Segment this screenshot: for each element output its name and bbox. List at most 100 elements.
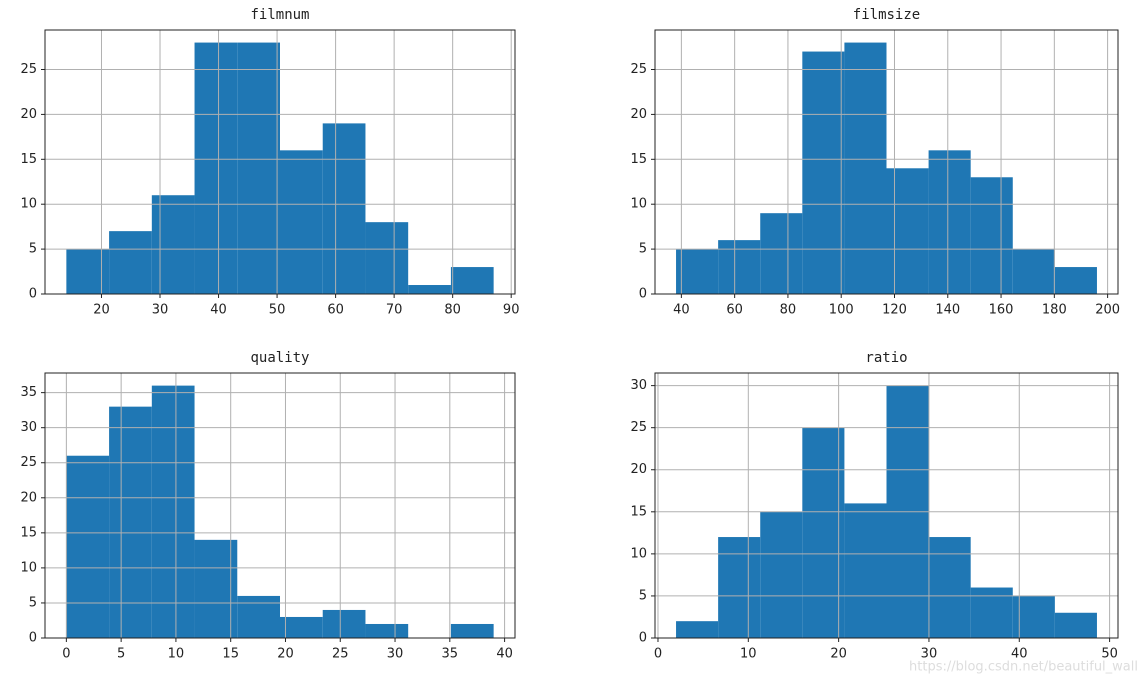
y-tick-label: 5 [29, 595, 37, 610]
x-tick-label: 200 [1095, 303, 1120, 318]
x-tick-label: 20 [93, 303, 110, 318]
x-tick-label: 50 [1101, 647, 1118, 662]
bar [408, 285, 451, 294]
x-tick-label: 0 [62, 647, 70, 662]
x-tick-label: 15 [222, 647, 239, 662]
y-tick-label: 25 [630, 62, 647, 77]
axes-frame [44, 372, 516, 639]
x-tick-label: 25 [332, 647, 349, 662]
y-tick-label: 15 [630, 504, 647, 519]
y-tick-label: 30 [20, 420, 37, 435]
subplot: 0 5 10 15 20 25 30 35 40 0 5 10 15 20 25 30 35 quality [20, 350, 516, 662]
x-tick-label: 60 [726, 303, 743, 318]
bar [928, 537, 971, 638]
x-tick-label: 50 [269, 303, 286, 318]
bar [280, 150, 323, 294]
bar [718, 537, 761, 638]
bar [970, 177, 1013, 294]
y-tick-label: 35 [20, 385, 37, 400]
y-tick-label: 25 [20, 455, 37, 470]
x-tick-label: 20 [830, 647, 847, 662]
x-tick-label: 30 [921, 647, 938, 662]
y-tick-label: 10 [630, 546, 647, 561]
y-tick-label: 25 [20, 62, 37, 77]
y-tick-label: 15 [20, 152, 37, 167]
bar [886, 168, 929, 294]
x-tick-label: 35 [442, 647, 459, 662]
x-tick-label: 10 [740, 647, 757, 662]
watermark: https://blog.csdn.net/beautiful_wall [909, 660, 1138, 675]
y-tick-label: 20 [20, 490, 37, 505]
y-tick-label: 20 [630, 462, 647, 477]
x-tick-label: 40 [210, 303, 227, 318]
y-tick-label: 15 [630, 152, 647, 167]
bar [109, 406, 152, 638]
x-tick-label: 5 [117, 647, 125, 662]
x-tick-label: 160 [989, 303, 1014, 318]
subplot: 40 60 80 100 120 140 160 180 200 0 5 10 15 20 25 filmsi… [630, 7, 1120, 318]
x-tick-label: 40 [673, 303, 690, 318]
y-tick-label: 5 [639, 588, 647, 603]
axes-frame [44, 29, 516, 295]
bar [760, 213, 803, 294]
bar [970, 587, 1013, 638]
bar [151, 195, 195, 294]
y-tick-label: 5 [29, 242, 37, 257]
x-tick-label: 10 [168, 647, 185, 662]
y-tick-label: 0 [29, 631, 37, 646]
bar [237, 42, 280, 295]
subplot: 20 30 40 50 60 70 80 90 0 5 10 15 20 25 filmnum [20, 7, 519, 318]
bar [450, 267, 494, 294]
bar [66, 455, 110, 638]
subplot-title: ratio [865, 350, 907, 366]
y-tick-label: 0 [639, 287, 647, 302]
x-tick-label: 30 [152, 303, 169, 318]
y-tick-label: 25 [630, 420, 647, 435]
y-tick-label: 20 [20, 107, 37, 122]
x-tick-label: 20 [277, 647, 294, 662]
x-tick-label: 90 [503, 303, 520, 318]
bar [1054, 612, 1097, 638]
bar [194, 539, 238, 638]
bar [151, 385, 195, 638]
bar [1012, 595, 1055, 638]
bar [66, 249, 110, 294]
x-tick-label: 80 [780, 303, 797, 318]
bar [322, 609, 366, 638]
bar [802, 427, 845, 638]
bar [844, 42, 887, 295]
x-tick-label: 180 [1042, 303, 1067, 318]
bar [844, 503, 887, 638]
bar [450, 623, 494, 638]
bar [760, 511, 803, 638]
y-tick-label: 10 [630, 197, 647, 212]
x-tick-label: 60 [327, 303, 344, 318]
bar [676, 249, 719, 294]
bar [194, 42, 238, 295]
bar [322, 123, 366, 294]
x-tick-label: 80 [444, 303, 461, 318]
bar [928, 150, 971, 294]
y-tick-label: 5 [639, 242, 647, 257]
subplot-title: filmsize [853, 7, 920, 23]
bar [718, 240, 761, 294]
x-tick-label: 30 [387, 647, 404, 662]
y-tick-label: 0 [639, 631, 647, 646]
y-tick-label: 15 [20, 525, 37, 540]
x-tick-label: 40 [496, 647, 513, 662]
y-tick-label: 30 [630, 378, 647, 393]
bar [237, 595, 280, 638]
subplot-title: quality [250, 350, 309, 366]
y-tick-label: 20 [630, 107, 647, 122]
bar [1012, 249, 1055, 294]
y-tick-label: 0 [29, 287, 37, 302]
x-tick-label: 0 [654, 647, 662, 662]
bar [676, 621, 719, 638]
subplot-title: filmnum [250, 7, 309, 23]
y-tick-label: 10 [20, 560, 37, 575]
axes-frame [654, 372, 1119, 639]
bar [1054, 267, 1097, 294]
y-tick-label: 10 [20, 197, 37, 212]
bar [365, 222, 409, 294]
x-tick-label: 40 [1011, 647, 1028, 662]
